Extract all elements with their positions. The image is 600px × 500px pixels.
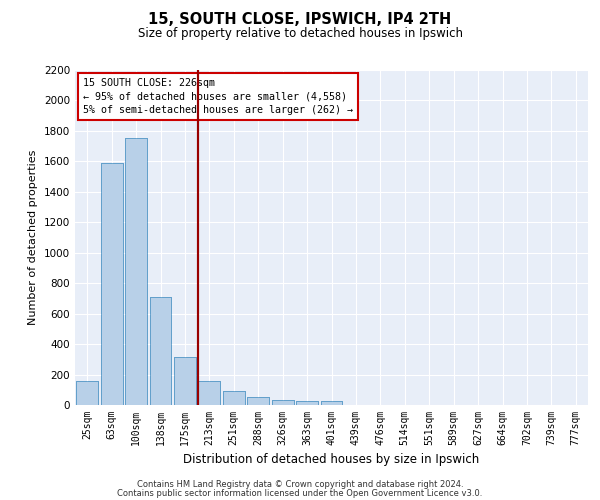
- Bar: [174, 357, 196, 405]
- Text: 15 SOUTH CLOSE: 226sqm
← 95% of detached houses are smaller (4,558)
5% of semi-d: 15 SOUTH CLOSE: 226sqm ← 95% of detached…: [83, 78, 353, 115]
- Bar: [199, 380, 220, 405]
- Bar: [320, 401, 343, 405]
- Bar: [76, 380, 98, 405]
- Bar: [272, 400, 293, 405]
- Bar: [296, 401, 318, 405]
- Bar: [296, 401, 318, 405]
- Text: Contains HM Land Registry data © Crown copyright and database right 2024.: Contains HM Land Registry data © Crown c…: [137, 480, 463, 489]
- Text: Size of property relative to detached houses in Ipswich: Size of property relative to detached ho…: [137, 28, 463, 40]
- Bar: [247, 396, 269, 405]
- Bar: [101, 163, 122, 405]
- Bar: [223, 392, 245, 405]
- Bar: [174, 357, 196, 405]
- Bar: [125, 138, 147, 405]
- Bar: [223, 392, 245, 405]
- Bar: [272, 400, 293, 405]
- Bar: [320, 401, 343, 405]
- Bar: [125, 138, 147, 405]
- Bar: [149, 297, 172, 405]
- Bar: [76, 380, 98, 405]
- Bar: [149, 297, 172, 405]
- Text: 15, SOUTH CLOSE, IPSWICH, IP4 2TH: 15, SOUTH CLOSE, IPSWICH, IP4 2TH: [148, 12, 452, 28]
- Text: Contains public sector information licensed under the Open Government Licence v3: Contains public sector information licen…: [118, 488, 482, 498]
- Bar: [247, 396, 269, 405]
- Bar: [101, 163, 122, 405]
- Y-axis label: Number of detached properties: Number of detached properties: [28, 150, 38, 325]
- X-axis label: Distribution of detached houses by size in Ipswich: Distribution of detached houses by size …: [184, 454, 479, 466]
- Bar: [199, 380, 220, 405]
